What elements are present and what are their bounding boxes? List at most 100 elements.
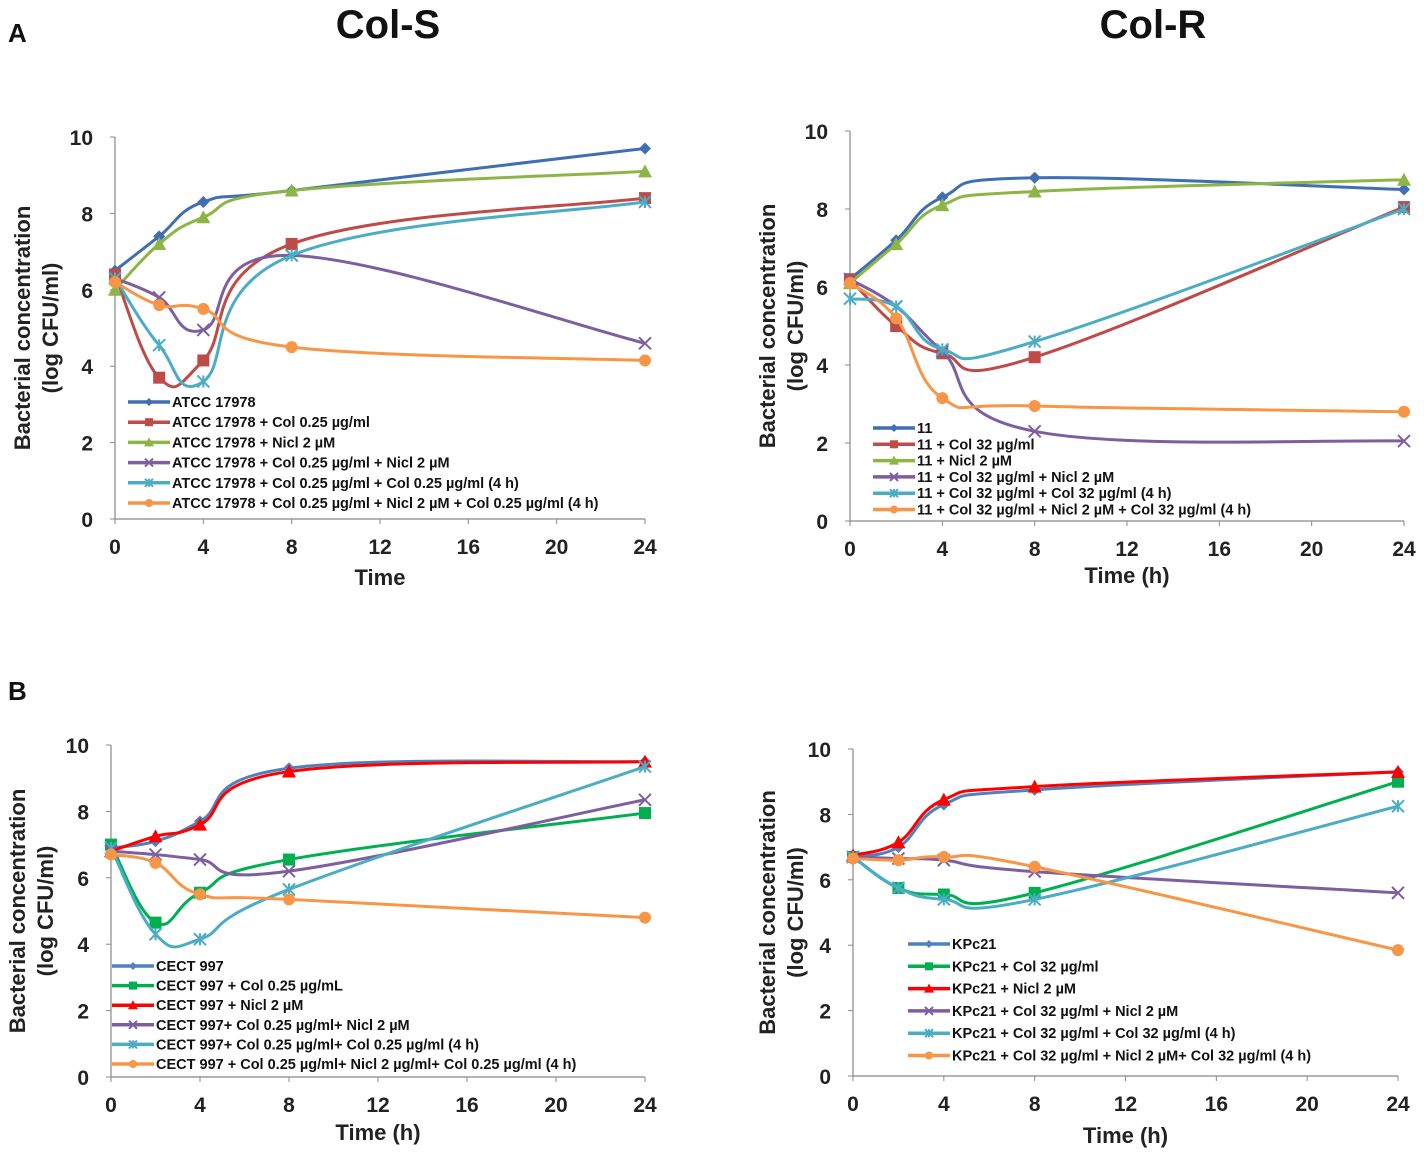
y-tick-label: 10 bbox=[805, 121, 828, 144]
y-tick-label: 2 bbox=[81, 433, 93, 456]
series: ATCC 17978 + Col 0.25 µg/ml + Nicl 2 µM … bbox=[109, 276, 651, 512]
y-axis-label: Bacterial concentration bbox=[755, 790, 780, 1035]
x-tick-label: 16 bbox=[1208, 538, 1231, 561]
legend-entry: 11 + Col 32 µg/ml bbox=[917, 437, 1035, 453]
triangle-marker bbox=[936, 792, 951, 806]
circle-marker bbox=[1398, 405, 1410, 418]
square-marker bbox=[639, 807, 651, 820]
asterisk-marker bbox=[128, 1039, 138, 1050]
series-line bbox=[849, 178, 1405, 285]
triangle-marker bbox=[1027, 184, 1042, 198]
triangle-marker bbox=[148, 829, 163, 843]
y-axis-label: (log CFU/ml) bbox=[33, 846, 58, 977]
triangle-marker bbox=[282, 764, 296, 778]
x-tick-label: 8 bbox=[1029, 538, 1041, 561]
circle-marker bbox=[145, 499, 153, 507]
triangle-marker bbox=[889, 237, 904, 251]
legend-entry: CECT 997 + Col 0.25 µg/mL bbox=[156, 979, 343, 995]
square-marker bbox=[1392, 775, 1404, 788]
circle-marker bbox=[847, 852, 859, 865]
series-line bbox=[109, 765, 646, 949]
legend-entry: KPc21 + Col 32 µg/ml bbox=[952, 959, 1099, 975]
x-tick-label: 8 bbox=[1029, 1093, 1041, 1116]
x-tick-label: 8 bbox=[286, 536, 298, 559]
diamond-marker bbox=[890, 424, 898, 432]
column-title-col-r: Col-R bbox=[1100, 3, 1207, 47]
legend-entry: 11 + Col 32 µg/ml + Col 32 µg/ml (4 h) bbox=[917, 486, 1172, 502]
asterisk-marker bbox=[638, 195, 652, 209]
y-tick-label: 0 bbox=[819, 1066, 831, 1089]
column-title-col-s: Col-S bbox=[336, 3, 440, 47]
legend-entry: KPc21 + Col 32 µg/ml + Col 32 µg/ml (4 h… bbox=[952, 1026, 1236, 1042]
asterisk-marker bbox=[148, 927, 163, 941]
x-tick-label: 8 bbox=[283, 1094, 295, 1117]
x-axis-label: Time (h) bbox=[1083, 1123, 1168, 1148]
y-tick-label: 2 bbox=[819, 1001, 831, 1024]
x-tick-label: 0 bbox=[105, 1094, 117, 1117]
legend-entry: ATCC 17978 + Col 0.25 µg/ml + Col 0.25 µ… bbox=[172, 476, 519, 492]
y-tick-label: 2 bbox=[77, 1001, 89, 1024]
series: ATCC 17978 + Col 0.25 µg/ml bbox=[109, 192, 651, 431]
circle-marker bbox=[639, 911, 651, 924]
triangle-marker bbox=[108, 282, 122, 296]
y-axis-label: Bacterial concentration bbox=[755, 204, 780, 449]
y-tick-label: 2 bbox=[816, 433, 828, 456]
y-tick-label: 6 bbox=[81, 280, 93, 303]
circle-marker bbox=[1028, 860, 1041, 873]
y-tick-label: 8 bbox=[77, 801, 89, 824]
panel-label-a: A bbox=[8, 18, 27, 48]
triangle-marker bbox=[891, 835, 906, 849]
series: 11 + Nicl 2 µM bbox=[843, 172, 1411, 470]
x-axis-label: Time bbox=[355, 565, 406, 590]
triangle-marker bbox=[638, 164, 652, 178]
y-tick-label: 10 bbox=[70, 127, 93, 150]
x-marker bbox=[282, 864, 296, 878]
diamond-marker bbox=[145, 398, 153, 406]
legend-entry: 11 + Col 32 µg/ml + Nicl 2 µM + Col 32 µ… bbox=[917, 503, 1251, 519]
x-tick-label: 16 bbox=[455, 1094, 478, 1117]
y-tick-label: 8 bbox=[81, 203, 93, 226]
square-marker bbox=[925, 962, 933, 971]
triangle-marker bbox=[1027, 779, 1042, 793]
series: ATCC 17978 + Nicl 2 µM bbox=[108, 164, 652, 451]
triangle-marker bbox=[152, 236, 167, 250]
y-tick-label: 8 bbox=[819, 804, 831, 827]
legend-entry: ATCC 17978 bbox=[172, 395, 256, 411]
circle-marker bbox=[937, 850, 950, 863]
series-line bbox=[852, 770, 1399, 859]
asterisk-marker bbox=[935, 342, 950, 357]
asterisk-marker bbox=[638, 759, 652, 774]
circle-marker bbox=[149, 856, 162, 869]
legend-entry: ATCC 17978 + Col 0.25 µg/ml bbox=[172, 415, 370, 431]
series-line bbox=[110, 760, 646, 853]
panel-label-b: B bbox=[8, 676, 27, 706]
triangle-marker bbox=[193, 817, 207, 831]
y-tick-label: 8 bbox=[816, 199, 828, 222]
x-tick-label: 20 bbox=[1300, 538, 1323, 561]
legend-entry: CECT 997+ Col 0.25 µg/ml+ Col 0.25 µg/ml… bbox=[156, 1037, 479, 1053]
series: 11 + Col 32 µg/ml + Col 32 µg/ml (4 h) bbox=[843, 202, 1411, 502]
diamond-marker bbox=[1398, 183, 1410, 196]
y-tick-label: 0 bbox=[816, 511, 828, 534]
series-line bbox=[114, 253, 646, 345]
x-axis-label: Time (h) bbox=[1084, 563, 1169, 588]
y-axis-label: (log CFU/ml) bbox=[38, 263, 63, 394]
y-tick-label: 6 bbox=[77, 868, 89, 891]
asterisk-marker bbox=[193, 932, 207, 946]
y-tick-label: 0 bbox=[81, 509, 93, 532]
y-axis-label: Bacterial concentration bbox=[10, 206, 35, 451]
diamond-marker bbox=[1028, 171, 1041, 184]
x-tick-label: 16 bbox=[457, 536, 480, 559]
y-tick-label: 6 bbox=[816, 277, 828, 300]
circle-marker bbox=[129, 1060, 137, 1068]
asterisk-marker bbox=[889, 488, 899, 498]
series: 11 + Col 32 µg/ml + Nicl 2 µM + Col 32 µ… bbox=[844, 277, 1410, 519]
square-marker bbox=[197, 354, 210, 367]
circle-marker bbox=[283, 893, 295, 906]
legend-entry: CECT 997+ Col 0.25 µg/ml+ Nicl 2 µM bbox=[156, 1018, 410, 1034]
legend-entry: 11 bbox=[917, 421, 932, 437]
circle-marker bbox=[105, 848, 117, 861]
square-marker bbox=[1028, 351, 1041, 364]
x-marker bbox=[638, 793, 652, 807]
x-marker bbox=[144, 457, 154, 468]
